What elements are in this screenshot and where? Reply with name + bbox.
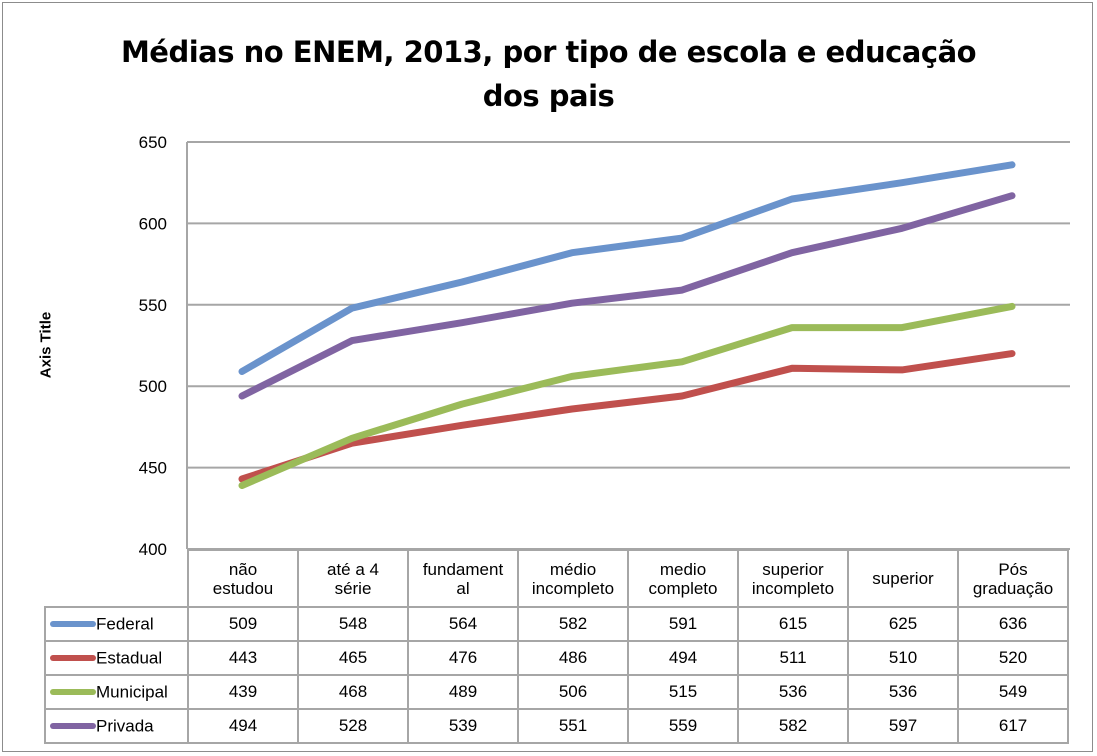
- legend-swatch-icon: [50, 655, 96, 662]
- legend-label: Estadual: [96, 648, 163, 668]
- legend-entry: Privada: [44, 708, 189, 744]
- category-label-line: série: [334, 578, 372, 598]
- table-row: Estadual 443 465 476 486 494 511 510 520: [44, 640, 1069, 676]
- data-cell: 476: [407, 640, 519, 676]
- category-header: até a 4 série: [297, 549, 409, 608]
- category-header: superior incompleto: [737, 549, 849, 608]
- legend-label: Municipal: [96, 682, 168, 702]
- legend-swatch-icon: [50, 723, 96, 730]
- category-header: médio incompleto: [517, 549, 629, 608]
- category-header: Pós graduação: [957, 549, 1069, 608]
- data-cell: 597: [847, 708, 959, 744]
- data-cell: 509: [187, 606, 299, 642]
- y-tick-label: 600: [139, 214, 167, 233]
- legend-swatch-icon: [50, 621, 96, 628]
- y-tick-label: 550: [139, 296, 167, 315]
- category-label-line: superior: [762, 559, 824, 579]
- chart-title-line-2: dos pais: [482, 79, 615, 113]
- data-cell: 506: [517, 674, 629, 710]
- data-cell: 510: [847, 640, 959, 676]
- legend-swatch-icon: [50, 689, 96, 696]
- category-label-line: medio: [659, 559, 707, 579]
- data-cell: 489: [407, 674, 519, 710]
- data-cell: 439: [187, 674, 299, 710]
- data-cell: 515: [627, 674, 739, 710]
- data-cell: 536: [737, 674, 849, 710]
- data-cell: 536: [847, 674, 959, 710]
- data-cell: 494: [627, 640, 739, 676]
- data-cell: 559: [627, 708, 739, 744]
- category-label-line: Pós: [998, 559, 1028, 579]
- y-tick-label: 650: [139, 133, 167, 152]
- data-cell: 486: [517, 640, 629, 676]
- legend-entry: Federal: [44, 606, 189, 642]
- category-label-line: superior: [872, 569, 934, 588]
- data-cell: 443: [187, 640, 299, 676]
- data-cell: 465: [297, 640, 409, 676]
- series-line-estadual: [238, 350, 1016, 483]
- category-label-line: incompleto: [751, 578, 835, 598]
- data-cell: 528: [297, 708, 409, 744]
- series-lines: [238, 161, 1016, 489]
- legend-entry: Municipal: [44, 674, 189, 710]
- chart-title-line-1: Médias no ENEM, 2013, por tipo de escola…: [120, 35, 977, 69]
- chart-title: Médias no ENEM, 2013, por tipo de escola…: [0, 30, 1097, 118]
- series-line-municipal: [238, 302, 1016, 489]
- data-cell: 564: [407, 606, 519, 642]
- data-cell: 582: [737, 708, 849, 744]
- data-cell: 468: [297, 674, 409, 710]
- data-cell: 549: [957, 674, 1069, 710]
- y-tick-label: 450: [139, 459, 167, 478]
- category-label-line: estudou: [212, 578, 274, 598]
- data-cell: 539: [407, 708, 519, 744]
- table-corner: [45, 550, 189, 607]
- legend-label: Privada: [96, 716, 154, 736]
- data-cell: 615: [737, 606, 849, 642]
- data-table: não estudou até a 4 série fundament al médio in…: [44, 549, 1069, 744]
- table-row: Privada 494 528 539 551 559 582 597 617: [44, 708, 1069, 744]
- category-header: fundament al: [407, 549, 519, 608]
- series-line-privada: [238, 192, 1016, 400]
- data-cell: 582: [517, 606, 629, 642]
- legend-entry: Estadual: [44, 640, 189, 676]
- category-label-line: incompleto: [531, 578, 615, 598]
- data-cell: 636: [957, 606, 1069, 642]
- category-label-line: até a 4: [327, 559, 379, 579]
- table-row: Federal 509 548 564 582 591 615 625 636: [44, 606, 1069, 642]
- category-label-line: fundament: [422, 559, 504, 579]
- data-cell: 494: [187, 708, 299, 744]
- series-line-federal: [238, 161, 1016, 375]
- data-cell: 551: [517, 708, 629, 744]
- category-label-line: não: [228, 559, 258, 579]
- category-label-line: completo: [648, 578, 718, 598]
- data-cell: 520: [957, 640, 1069, 676]
- category-header: superior: [847, 549, 959, 608]
- category-header: medio completo: [627, 549, 739, 608]
- gridlines: [186, 141, 1070, 550]
- category-header: não estudou: [187, 549, 299, 608]
- category-label-line: médio: [549, 559, 597, 579]
- data-cell: 625: [847, 606, 959, 642]
- data-cell: 617: [957, 708, 1069, 744]
- data-cell: 548: [297, 606, 409, 642]
- category-label-line: graduação: [972, 578, 1054, 598]
- y-tick-label: 500: [139, 377, 167, 396]
- table-row: Municipal 439 468 489 506 515 536 536 549: [44, 674, 1069, 710]
- data-cell: 511: [737, 640, 849, 676]
- legend-label: Federal: [96, 614, 154, 634]
- category-label-line: al: [456, 578, 470, 598]
- data-cell: 591: [627, 606, 739, 642]
